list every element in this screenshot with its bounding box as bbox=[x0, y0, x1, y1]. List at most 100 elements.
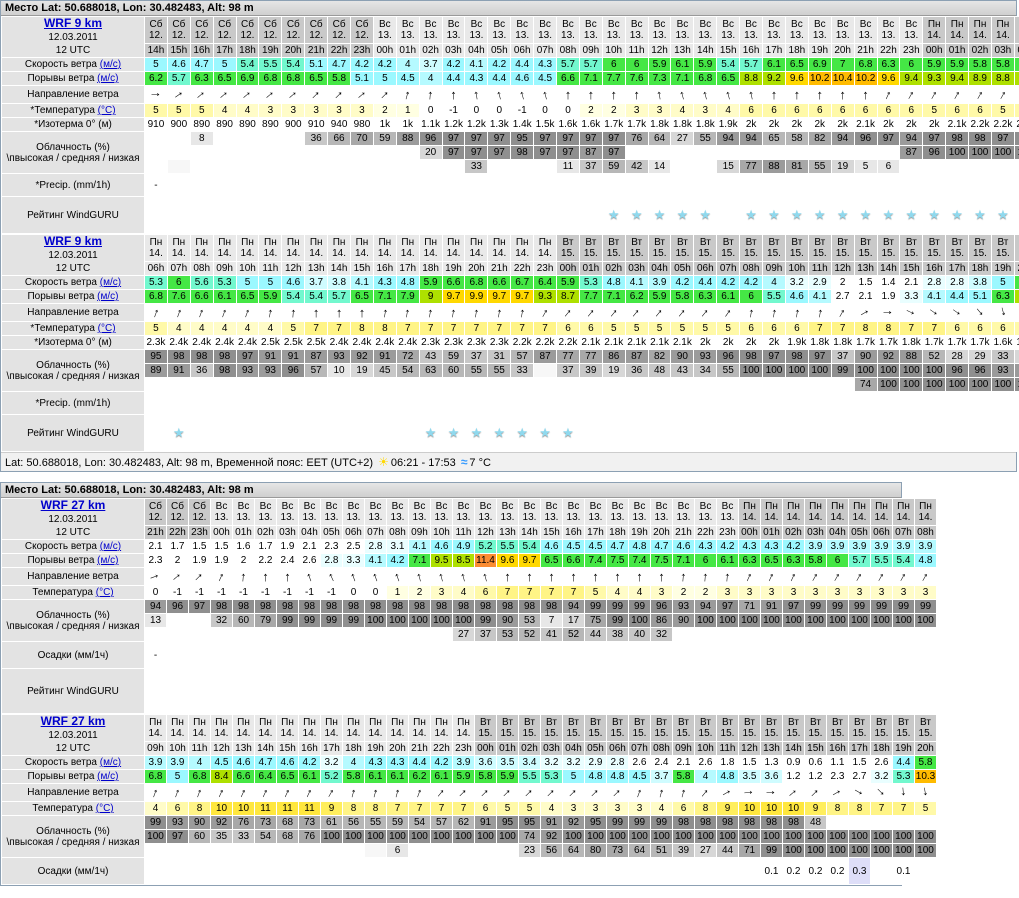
rating-cell bbox=[465, 197, 487, 233]
unit-link[interactable]: (м/с) bbox=[99, 277, 122, 288]
temperature-cell: 3 bbox=[607, 802, 628, 815]
wind-arrow-icon: ↑ bbox=[873, 784, 890, 800]
hour-header-cell: 18h bbox=[969, 261, 991, 275]
precip-cell bbox=[717, 642, 738, 668]
cloud-high-cell: 99 bbox=[651, 816, 672, 829]
wind-gust-cell: 9.9 bbox=[465, 290, 488, 303]
model-link[interactable]: WRF 27 km bbox=[40, 499, 106, 512]
wind-arrow-icon: ↑ bbox=[701, 568, 710, 584]
precip-cell bbox=[651, 858, 672, 884]
cloud-high-cell: 98 bbox=[783, 816, 804, 829]
rating-cell bbox=[607, 669, 628, 713]
wind-gust-cell: 6.8 bbox=[282, 72, 305, 85]
unit-link[interactable]: (°C) bbox=[97, 105, 116, 116]
precip-cell bbox=[585, 858, 606, 884]
rating-cell bbox=[277, 669, 298, 713]
model-link[interactable]: WRF 27 km bbox=[40, 715, 106, 728]
hour-header-cell: 20h bbox=[831, 43, 854, 57]
unit-link[interactable]: (°C) bbox=[97, 323, 116, 334]
precip-cell bbox=[557, 392, 579, 414]
cloud-mid-cell: 19 bbox=[351, 364, 373, 377]
cloud-low-cell bbox=[387, 628, 408, 641]
isotherm-cell: 1.7k bbox=[604, 119, 624, 130]
cloud-low-cell bbox=[277, 844, 298, 857]
cloud-low-cell bbox=[191, 160, 213, 173]
cloud-low-cell bbox=[343, 844, 364, 857]
row-label: Рейтинг WindGURU bbox=[2, 669, 144, 713]
hour-header-cell: 22h bbox=[511, 261, 534, 275]
cloud-high-cell: 99 bbox=[849, 600, 870, 613]
temperature-cell: 8 bbox=[351, 322, 373, 335]
wind-arrow-icon: ↑ bbox=[587, 784, 604, 800]
cloud-low-cell bbox=[673, 628, 694, 641]
cloud-high-cell: 65 bbox=[763, 132, 785, 145]
wind-speed-cell: 5.7 bbox=[579, 58, 602, 71]
unit-link[interactable]: (м/с) bbox=[97, 555, 119, 566]
wind-gust-cell: 8.8 bbox=[991, 72, 1014, 85]
day-header-cell: Вс 13. bbox=[409, 499, 430, 525]
precip-cell bbox=[453, 858, 474, 884]
wind-speed-cell: 4.7 bbox=[651, 540, 672, 553]
isotherm-cell: 1.8k bbox=[833, 337, 853, 348]
cloud-mid-cell: 100 bbox=[453, 830, 474, 843]
wind-speed-cell: 3.9 bbox=[915, 540, 936, 553]
temperature-cell: 3 bbox=[648, 104, 671, 117]
temperature-cell: 5 bbox=[915, 802, 936, 815]
temperature-cell: 11 bbox=[255, 802, 276, 815]
hour-header-cell: 19h bbox=[629, 525, 650, 539]
cloud-high-cell: 98 bbox=[321, 600, 342, 613]
unit-link[interactable]: (м/с) bbox=[97, 291, 119, 302]
wind-gust-cell: 7.1 bbox=[673, 554, 694, 567]
precip-cell bbox=[420, 392, 442, 414]
rating-cell bbox=[580, 197, 602, 233]
wind-gust-cell: 5.5 bbox=[763, 290, 785, 303]
cloud-mid-cell: 100 bbox=[343, 830, 364, 843]
cloud-high-cell: 98 bbox=[541, 600, 562, 613]
wind-gust-cell: 2.2 bbox=[255, 554, 276, 567]
isotherm-cell: 2k bbox=[745, 337, 757, 348]
wind-speed-cell: 1.7 bbox=[255, 540, 276, 553]
wind-arrow-icon: ↑ bbox=[874, 568, 889, 585]
unit-link[interactable]: (м/с) bbox=[99, 757, 122, 768]
hour-header-cell: 17h bbox=[396, 261, 419, 275]
wind-direction-cell: ↑ bbox=[694, 304, 716, 321]
wind-arrow-icon: ↑ bbox=[426, 304, 436, 320]
wind-gust-cell: 4.5 bbox=[629, 770, 650, 783]
cloud-low-cell bbox=[580, 378, 602, 391]
unit-link[interactable]: (°C) bbox=[95, 803, 114, 814]
wind-direction-cell: ↑ bbox=[629, 784, 650, 801]
cloud-high-cell: 98 bbox=[761, 816, 782, 829]
cloud-high-cell bbox=[827, 816, 848, 829]
cloud-low-cell: 77 bbox=[740, 160, 763, 173]
rating-cell bbox=[626, 415, 648, 451]
model-link[interactable]: WRF 9 km bbox=[43, 235, 102, 248]
unit-link[interactable]: (°C) bbox=[95, 587, 114, 598]
wind-direction-cell: ↑ bbox=[763, 86, 785, 103]
precip-cell bbox=[607, 642, 628, 668]
wind-arrow-icon: ↑ bbox=[377, 86, 393, 102]
day-header-cell: Вс 13. bbox=[534, 17, 557, 43]
row-label: Облачность (%) \пвысокая / средняя / низк… bbox=[2, 132, 144, 173]
model-link[interactable]: WRF 9 km bbox=[43, 17, 102, 30]
unit-link[interactable]: (м/с) bbox=[99, 59, 122, 70]
wind-direction-cell: ↑ bbox=[321, 784, 342, 801]
rating-cell bbox=[167, 669, 188, 713]
wind-arrow-icon: ↑ bbox=[857, 305, 874, 319]
precip-cell bbox=[167, 642, 188, 668]
cloud-low-cell bbox=[827, 628, 848, 641]
unit-link[interactable]: (м/с) bbox=[97, 73, 119, 84]
wind-arrow-icon: ↑ bbox=[193, 86, 210, 102]
rating-cell: ★ bbox=[534, 415, 556, 451]
wind-arrow-icon: ↑ bbox=[949, 305, 966, 319]
precip-cell bbox=[649, 392, 671, 414]
isotherm-cell: 1.6k bbox=[581, 119, 601, 130]
wind-speed-cell: 3.2 bbox=[541, 756, 562, 769]
wind-direction-cell: ↑ bbox=[541, 568, 562, 585]
isotherm-cell: 2.1k bbox=[650, 337, 669, 348]
wind-direction-cell: ↑ bbox=[365, 784, 386, 801]
wind-speed-cell: 4.4 bbox=[409, 756, 430, 769]
unit-link[interactable]: (м/с) bbox=[99, 541, 122, 552]
rating-cell: ★ bbox=[465, 415, 487, 451]
unit-link[interactable]: (м/с) bbox=[97, 771, 119, 782]
